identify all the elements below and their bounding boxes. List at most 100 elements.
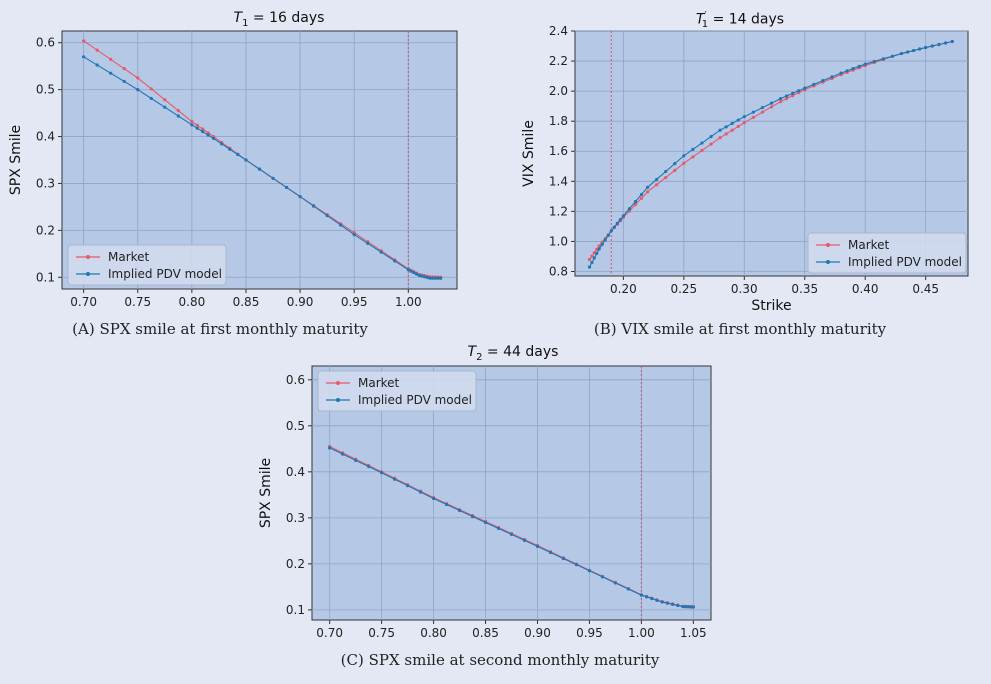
data-point bbox=[257, 167, 262, 171]
legend-swatch-marker bbox=[86, 272, 90, 276]
data-point bbox=[863, 62, 867, 66]
data-point bbox=[393, 259, 397, 263]
data-point bbox=[163, 98, 167, 102]
legend: Market Implied PDV model bbox=[317, 370, 477, 412]
x-tick-label: 0.90 bbox=[287, 295, 314, 309]
data-point bbox=[626, 587, 630, 591]
data-point bbox=[509, 532, 514, 537]
data-point bbox=[621, 214, 625, 218]
data-point bbox=[769, 101, 774, 105]
data-point bbox=[201, 130, 205, 134]
y-tick-label: 1.2 bbox=[549, 204, 568, 218]
data-point bbox=[366, 241, 370, 245]
x-tick-label: 0.85 bbox=[233, 295, 260, 309]
data-point bbox=[612, 225, 616, 229]
data-point bbox=[206, 133, 210, 137]
data-point bbox=[673, 162, 677, 166]
data-point bbox=[149, 87, 153, 91]
data-point bbox=[639, 192, 644, 197]
chart-panel-a: 0.70 0.75 0.80 0.85 0.90 0.95 1.00 0.1 0.2 0.3 0.4… bbox=[8, 30, 458, 309]
data-point bbox=[691, 605, 695, 609]
data-point bbox=[284, 185, 289, 190]
data-point bbox=[718, 128, 722, 132]
data-point bbox=[444, 502, 449, 507]
data-point bbox=[924, 45, 928, 50]
data-point bbox=[561, 556, 566, 561]
data-point bbox=[664, 169, 668, 174]
data-point bbox=[298, 194, 302, 199]
data-point bbox=[341, 452, 345, 456]
data-point bbox=[339, 223, 343, 227]
data-point bbox=[176, 109, 180, 113]
data-point bbox=[730, 128, 734, 132]
y-tick-label: 0.6 bbox=[286, 373, 305, 387]
data-point bbox=[944, 41, 948, 45]
data-point bbox=[627, 207, 632, 211]
legend-box bbox=[67, 244, 227, 286]
x-tick-label: 1.00 bbox=[395, 295, 422, 309]
data-point bbox=[937, 42, 941, 47]
data-point bbox=[778, 97, 783, 101]
legend-label: Implied PDV model bbox=[108, 267, 222, 281]
chart-title-c: T2 = 44 days bbox=[467, 344, 559, 363]
y-tick-label: 2.0 bbox=[549, 84, 568, 98]
legend-label: Implied PDV model bbox=[358, 393, 472, 407]
x-tick-label: 1.00 bbox=[628, 626, 655, 640]
data-point bbox=[751, 115, 755, 120]
data-point bbox=[439, 276, 443, 280]
data-point bbox=[845, 69, 849, 73]
data-point bbox=[380, 471, 384, 475]
data-point bbox=[812, 82, 816, 86]
x-tick-label: 0.45 bbox=[912, 282, 939, 296]
data-point bbox=[82, 55, 86, 59]
data-point bbox=[149, 96, 153, 101]
data-point bbox=[428, 276, 432, 280]
data-point bbox=[470, 514, 475, 519]
data-point bbox=[673, 168, 677, 173]
data-point bbox=[609, 229, 613, 233]
x-tick-label: 0.75 bbox=[368, 626, 395, 640]
data-point bbox=[592, 251, 596, 255]
data-point bbox=[736, 118, 740, 122]
data-point bbox=[436, 276, 440, 280]
data-point bbox=[195, 126, 199, 130]
data-point bbox=[645, 185, 650, 189]
data-point bbox=[597, 247, 601, 251]
data-point bbox=[644, 595, 649, 599]
data-point bbox=[352, 232, 356, 237]
data-point bbox=[590, 254, 594, 258]
data-point bbox=[709, 142, 713, 146]
data-point bbox=[682, 161, 686, 165]
data-point bbox=[791, 91, 795, 95]
legend-swatch-marker bbox=[86, 255, 90, 259]
data-point bbox=[176, 114, 180, 118]
y-axis-label: SPX Smile bbox=[258, 458, 274, 528]
data-point bbox=[730, 121, 734, 126]
data-point bbox=[244, 158, 248, 162]
data-point bbox=[785, 97, 789, 101]
data-point bbox=[686, 605, 690, 609]
x-tick-label: 0.95 bbox=[341, 295, 368, 309]
data-point bbox=[393, 477, 397, 481]
legend: Market Implied PDV model bbox=[67, 244, 227, 286]
data-point bbox=[95, 48, 99, 52]
data-point bbox=[190, 123, 194, 127]
y-tick-label: 0.5 bbox=[286, 419, 305, 433]
data-point bbox=[655, 598, 659, 602]
data-point bbox=[664, 175, 668, 180]
x-tick-label: 0.80 bbox=[179, 295, 206, 309]
data-point bbox=[417, 273, 421, 277]
data-point bbox=[122, 79, 126, 84]
y-tick-label: 1.6 bbox=[549, 144, 568, 158]
y-tick-label: 2.4 bbox=[549, 24, 568, 38]
data-point bbox=[645, 190, 650, 194]
data-point bbox=[422, 275, 427, 279]
data-point bbox=[600, 575, 605, 579]
data-point bbox=[618, 218, 622, 222]
data-point bbox=[418, 490, 423, 494]
data-point bbox=[655, 183, 659, 187]
data-point bbox=[911, 48, 916, 53]
data-point bbox=[587, 257, 592, 262]
y-tick-label: 0.1 bbox=[286, 603, 305, 617]
data-point bbox=[587, 265, 592, 269]
